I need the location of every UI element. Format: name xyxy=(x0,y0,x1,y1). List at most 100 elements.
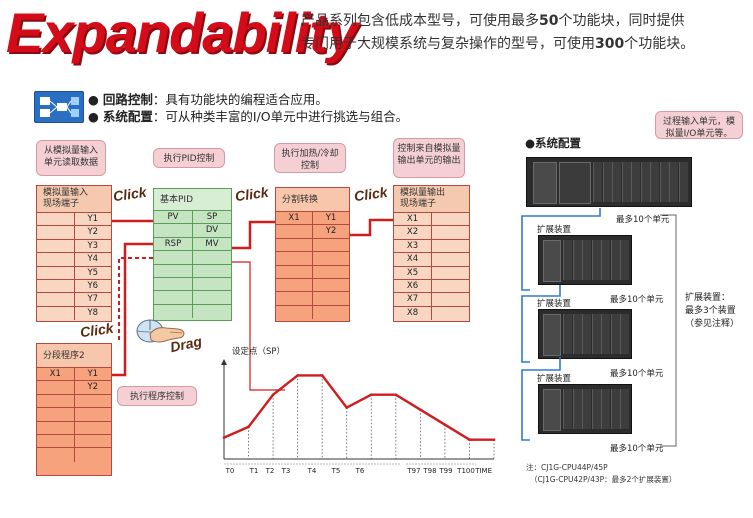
grid-row: X1 Y1 xyxy=(37,368,111,382)
grid-cell[interactable]: X4 xyxy=(394,253,432,266)
grid-row xyxy=(154,304,231,319)
segment-program-block[interactable]: 分段程序2 X1 Y1 Y2 xyxy=(36,343,112,476)
grid-cell xyxy=(37,421,75,434)
grid-cell[interactable]: Y1 xyxy=(87,214,99,224)
grid-cell[interactable]: X5 xyxy=(394,266,432,279)
bubble-process-input: 过程输入单元，模拟量I/O单元等。 xyxy=(655,111,743,139)
grid-row xyxy=(37,434,111,449)
io-unit-slot xyxy=(640,162,650,202)
io-unit-slot xyxy=(591,314,601,354)
grid-row xyxy=(276,292,349,306)
grid-cell[interactable]: X7 xyxy=(394,293,432,306)
grid-cell xyxy=(37,381,75,394)
grid-cell[interactable]: Y1 xyxy=(87,369,99,379)
io-unit-slot xyxy=(610,314,620,354)
setpoint-chart: T0 T1 T2 T3 T4 T5 T6 T97 T98 T99 T100 TIME xyxy=(221,359,496,475)
grid-row: Y4 xyxy=(37,253,111,267)
grid-cell[interactable]: DV xyxy=(205,225,219,236)
grid-cell xyxy=(37,253,75,266)
grid-cell[interactable]: Y2 xyxy=(87,227,99,238)
io-unit-slot xyxy=(563,389,572,429)
grid-row xyxy=(276,305,349,320)
grid-cell xyxy=(276,252,313,265)
system-heading: ●系统配置 xyxy=(525,136,582,150)
grid-cell[interactable]: X8 xyxy=(394,306,432,321)
grid-cell[interactable]: Y3 xyxy=(87,240,99,251)
grid-cell[interactable]: Y6 xyxy=(87,280,99,291)
grid-row xyxy=(276,265,349,279)
data-point xyxy=(443,423,447,427)
grid-cell[interactable]: SP xyxy=(206,212,218,222)
hero-desc-line1: 产品系列包含低成本型号，可使用最多50个功能块，同时提供 xyxy=(301,13,685,29)
io-unit-slot xyxy=(620,389,629,429)
grid-cell xyxy=(276,238,313,252)
grid-row: PV SP xyxy=(154,211,231,225)
data-point xyxy=(394,393,398,397)
grid-row: Y3 xyxy=(37,239,111,254)
grid-cell[interactable]: Y8 xyxy=(87,307,99,318)
grid-row: DV xyxy=(154,224,231,238)
x-tick-label: T97 xyxy=(406,467,420,475)
expansion-note: 扩展装置： 最多3个装置 （参见注释） xyxy=(685,293,740,329)
data-point xyxy=(419,408,422,412)
grid-cell[interactable]: X6 xyxy=(394,279,432,293)
io-unit-slot xyxy=(620,240,629,280)
grid-cell[interactable]: Y1 xyxy=(325,213,337,223)
blocks-icon xyxy=(34,91,84,123)
grid-cell xyxy=(276,305,313,320)
grid-row: X1 Y1 xyxy=(276,212,349,226)
hero-title: Expandability xyxy=(6,1,358,64)
grid-cell[interactable]: X1 xyxy=(37,368,75,381)
cpu-unit xyxy=(559,162,591,204)
grid-cell xyxy=(37,434,75,448)
x-tick-label: T0 xyxy=(225,467,235,475)
grid-cell[interactable]: Y7 xyxy=(87,294,99,305)
grid-row: Y1 xyxy=(37,213,111,227)
data-point xyxy=(369,393,373,397)
grid-row: RSP MV xyxy=(154,237,231,252)
grid-row xyxy=(154,264,231,278)
grid-cell[interactable]: X2 xyxy=(394,226,432,239)
grid-cell[interactable]: Y4 xyxy=(87,254,99,265)
grid-cell xyxy=(37,293,75,306)
grid-row: Y6 xyxy=(37,279,111,294)
block-title: 模拟量输出 现场端子 xyxy=(394,186,469,213)
block-grid: X1 X2 X3 X4 X5 X6 X7 X8 xyxy=(394,213,469,321)
io-unit-slot xyxy=(669,162,678,202)
bubble-read-analog: 从模拟量输入单元读取数据 xyxy=(36,140,106,176)
io-unit-slot xyxy=(621,162,631,202)
data-point xyxy=(345,406,349,409)
grid-row xyxy=(154,291,231,305)
system-config-row: ● 系统配置：可从种类丰富的I/O单元中进行挑选与组合。 xyxy=(88,109,409,124)
grid-cell[interactable]: PV xyxy=(154,211,193,224)
grid-row xyxy=(37,448,111,462)
grid-cell[interactable]: X1 xyxy=(394,213,432,226)
grid-cell[interactable]: X3 xyxy=(394,239,432,253)
analog-input-block[interactable]: 模拟量输入 现场端子 Y1 Y2 Y3 Y4 Y5 Y6 Y7 Y8 xyxy=(36,185,112,322)
io-unit-slot xyxy=(591,240,601,280)
hero-description: 产品系列包含低成本型号，可使用最多50个功能块，同时提供 专门用于大规模系统与复… xyxy=(301,10,747,56)
grid-row xyxy=(276,238,349,253)
io-unit-slot xyxy=(610,240,620,280)
footnote-2: （CJ1G-CPU42P/43P：最多2个扩展装置） xyxy=(530,475,677,484)
grid-cell xyxy=(276,292,313,305)
grid-cell xyxy=(37,448,75,462)
grid-cell xyxy=(276,225,313,238)
grid-cell[interactable]: Y2 xyxy=(325,226,337,237)
block-title: 基本PID xyxy=(154,189,231,211)
split-conversion-block[interactable]: 分割转换 X1 Y1 Y2 xyxy=(275,187,350,322)
expansion-rack xyxy=(538,309,632,359)
analog-output-block[interactable]: 模拟量输出 现场端子 X1 X2 X3 X4 X5 X6 X7 X8 xyxy=(393,185,470,322)
basic-pid-block[interactable]: 基本PID PV SP DV RSP MV xyxy=(153,188,232,321)
grid-cell[interactable]: X1 xyxy=(276,212,313,225)
x-tick-label: T99 xyxy=(438,467,452,475)
data-point xyxy=(468,438,471,442)
loop-control-row: ● 回路控制：具有功能块的编程适合应用。 xyxy=(88,92,328,107)
grid-cell[interactable]: Y5 xyxy=(87,267,99,278)
grid-cell[interactable]: RSP xyxy=(154,237,193,251)
grid-row xyxy=(276,278,349,293)
grid-cell[interactable]: Y2 xyxy=(87,382,99,393)
grid-cell[interactable]: MV xyxy=(205,238,219,249)
block-grid: PV SP DV RSP MV xyxy=(154,211,231,319)
